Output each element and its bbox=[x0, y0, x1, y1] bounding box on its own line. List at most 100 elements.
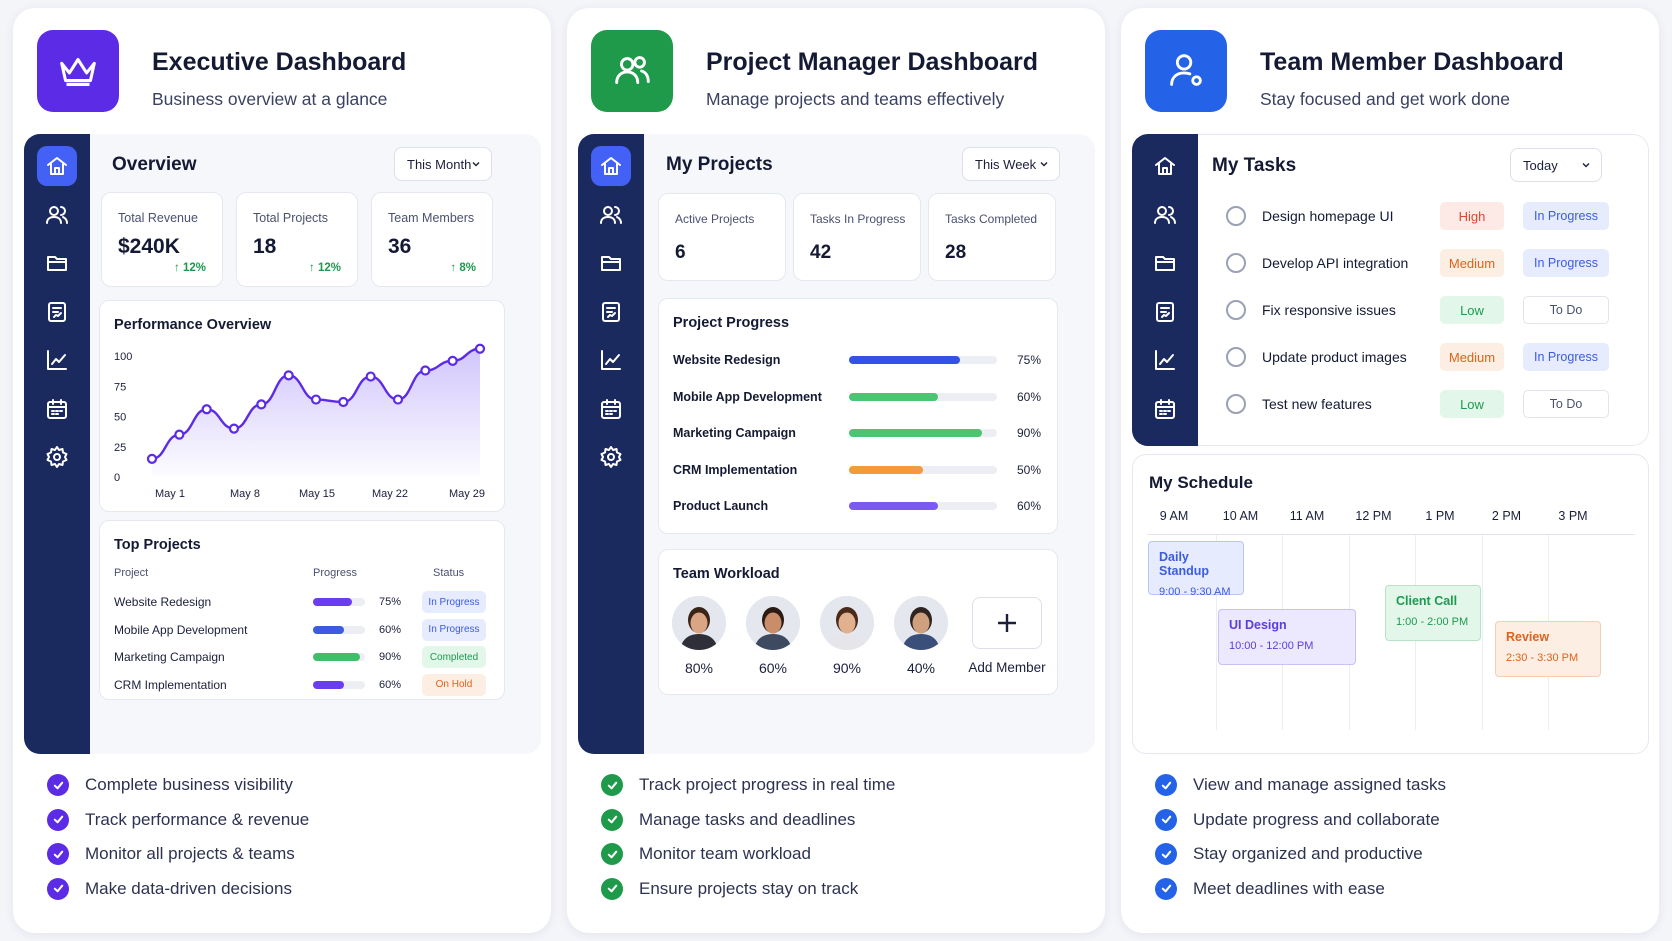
status-badge: To Do bbox=[1523, 296, 1609, 324]
progress-percent: 90% bbox=[1017, 426, 1042, 440]
home-icon bbox=[1155, 157, 1175, 175]
team-member-avatar[interactable] bbox=[894, 596, 948, 650]
my-schedule-card: My Schedule 9 AM 10 AM 11 AM 12 PM 1 PM 2 PM 3… bbox=[1132, 454, 1649, 754]
schedule-event[interactable]: Review 2:30 - 3:30 PM bbox=[1495, 621, 1601, 677]
task-checkbox[interactable] bbox=[1226, 253, 1246, 273]
sidebar-item-home[interactable] bbox=[591, 146, 631, 186]
executive-dashboard-card: Executive Dashboard Business overview at… bbox=[13, 8, 551, 933]
main-content: Overview This Month Performance Overview… bbox=[90, 134, 541, 754]
task-name: Design homepage UI bbox=[1262, 208, 1394, 224]
page-subtitle: Manage projects and teams effectively bbox=[706, 89, 1005, 109]
schedule-event[interactable]: Client Call 1:00 - 2:00 PM bbox=[1385, 585, 1481, 641]
my-tasks-card: My Tasks Today Design homepage UI High In … bbox=[1198, 134, 1649, 446]
hour-divider bbox=[1215, 535, 1217, 730]
sidebar-item-home[interactable] bbox=[1145, 146, 1185, 186]
feature-item: Monitor all projects & teams bbox=[47, 843, 295, 865]
sidebar-item-home[interactable] bbox=[37, 146, 77, 186]
settings-icon bbox=[46, 446, 68, 468]
event-title: Daily Standup bbox=[1159, 550, 1209, 578]
col-status: Status bbox=[433, 567, 465, 579]
feature-text: Track project progress in real time bbox=[639, 775, 896, 794]
page-title: Team Member Dashboard bbox=[1260, 48, 1564, 76]
schedule-axis-line bbox=[1147, 534, 1635, 535]
task-row[interactable]: Design homepage UI High In Progress bbox=[1198, 196, 1648, 236]
sidebar-item-report[interactable] bbox=[37, 292, 77, 332]
sidebar-item-settings[interactable] bbox=[37, 437, 77, 477]
data-point bbox=[174, 429, 185, 440]
progress-percent: 60% bbox=[1017, 389, 1042, 404]
task-row[interactable]: Fix responsive issues Low To Do bbox=[1198, 290, 1648, 330]
add-member-label[interactable]: Add Member bbox=[968, 660, 1046, 675]
task-checkbox[interactable] bbox=[1226, 394, 1246, 414]
stat-change: ↑ 8% bbox=[450, 262, 476, 274]
feature-text: View and manage assigned tasks bbox=[1193, 775, 1446, 794]
check-circle-icon bbox=[47, 843, 69, 865]
project-manager-dashboard-card: Project Manager Dashboard Manage project… bbox=[567, 8, 1105, 933]
team-member-avatar[interactable] bbox=[672, 596, 726, 650]
stat-value: 6 bbox=[675, 242, 686, 263]
progress-bar bbox=[849, 429, 997, 437]
schedule-event[interactable]: UI Design 10:00 - 12:00 PM bbox=[1218, 609, 1356, 665]
avatar-photo bbox=[672, 596, 726, 650]
page-title: Executive Dashboard bbox=[152, 48, 407, 76]
sidebar-item-folder[interactable] bbox=[591, 243, 631, 283]
folder-icon bbox=[1155, 256, 1175, 271]
priority-badge: Low bbox=[1440, 390, 1504, 418]
x-tick-label: May 8 bbox=[230, 488, 260, 500]
check-circle-icon bbox=[1155, 774, 1177, 796]
task-row[interactable]: Update product images Medium In Progress bbox=[1198, 337, 1648, 377]
feature-text: Manage tasks and deadlines bbox=[639, 809, 856, 829]
sidebar-item-users[interactable] bbox=[1145, 195, 1185, 235]
progress-fill bbox=[313, 598, 352, 606]
sidebar-item-chart[interactable] bbox=[37, 340, 77, 380]
schedule-event[interactable]: Daily Standup 9:00 - 9:30 AM bbox=[1148, 541, 1244, 598]
sidebar-item-chart[interactable] bbox=[591, 340, 631, 380]
period-select[interactable]: This Month bbox=[394, 147, 492, 181]
task-checkbox[interactable] bbox=[1226, 206, 1246, 226]
sidebar-item-folder[interactable] bbox=[1145, 243, 1185, 283]
chart-icon bbox=[1155, 350, 1175, 370]
task-checkbox[interactable] bbox=[1226, 347, 1246, 367]
period-select[interactable]: This Week bbox=[962, 147, 1060, 181]
team-member-avatar[interactable] bbox=[746, 596, 800, 650]
progress-percent: 60% bbox=[379, 623, 402, 636]
team-member-avatar[interactable] bbox=[820, 596, 874, 650]
crown-icon bbox=[37, 30, 119, 112]
sidebar bbox=[24, 134, 90, 754]
users-icon bbox=[46, 205, 68, 224]
y-tick-label: 50 bbox=[114, 412, 126, 424]
chevron-down-icon bbox=[472, 162, 480, 167]
schedule-hour-label: 9 AM bbox=[1159, 509, 1189, 523]
task-row[interactable]: Test new features Low To Do bbox=[1198, 384, 1648, 424]
sidebar-item-report[interactable] bbox=[591, 292, 631, 332]
progress-bar bbox=[313, 625, 365, 634]
period-select-value: This Month bbox=[407, 156, 472, 172]
task-checkbox[interactable] bbox=[1226, 300, 1246, 320]
sidebar-item-users[interactable] bbox=[37, 195, 77, 235]
stat-value: 28 bbox=[945, 242, 967, 263]
sidebar-item-calendar[interactable] bbox=[37, 389, 77, 429]
sidebar-item-settings[interactable] bbox=[591, 437, 631, 477]
top-projects-title: Top Projects bbox=[114, 537, 201, 553]
progress-fill bbox=[849, 465, 923, 474]
page-subtitle: Stay focused and get work done bbox=[1260, 89, 1511, 109]
task-row[interactable]: Develop API integration Medium In Progress bbox=[1198, 243, 1648, 283]
feature-text: Meet deadlines with ease bbox=[1193, 878, 1385, 898]
stat-card: Team Members 36 ↑ 8% bbox=[371, 192, 493, 287]
sidebar-item-users[interactable] bbox=[591, 195, 631, 235]
schedule-title: My Schedule bbox=[1149, 473, 1253, 492]
add-member-button[interactable] bbox=[972, 597, 1042, 649]
period-select[interactable]: Today bbox=[1510, 148, 1602, 182]
stat-label: Tasks Completed bbox=[945, 212, 1038, 226]
section-title: My Tasks bbox=[1212, 155, 1297, 176]
data-point bbox=[310, 394, 322, 405]
sidebar-item-calendar[interactable] bbox=[591, 389, 631, 429]
chart-icon bbox=[601, 350, 621, 370]
data-point bbox=[201, 404, 212, 415]
sidebar-item-report[interactable] bbox=[1145, 292, 1185, 332]
project-name: CRM Implementation bbox=[114, 677, 227, 692]
progress-fill bbox=[849, 392, 938, 401]
sidebar-item-folder[interactable] bbox=[37, 243, 77, 283]
sidebar-item-calendar[interactable] bbox=[1145, 389, 1185, 429]
sidebar-item-chart[interactable] bbox=[1145, 340, 1185, 380]
